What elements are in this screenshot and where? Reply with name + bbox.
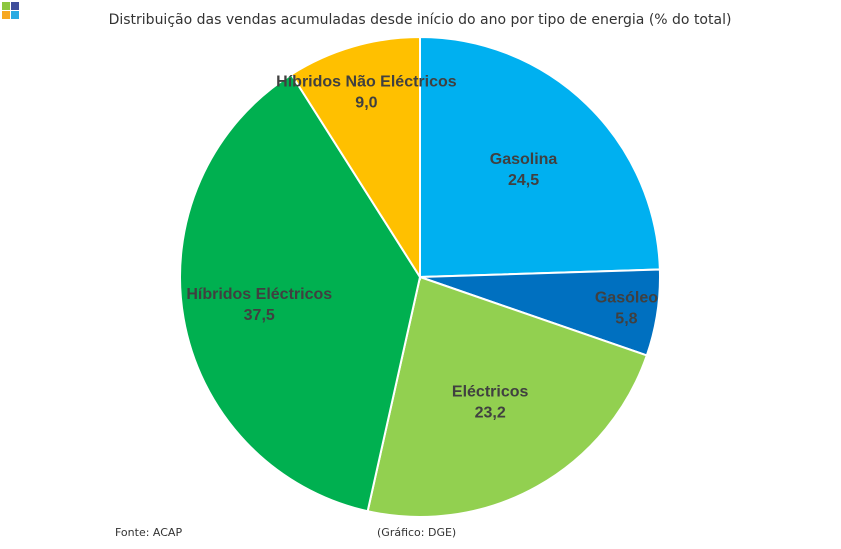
data-label: Gasolina 24,5 <box>490 151 558 189</box>
value-label: 24,5 <box>508 172 539 189</box>
data-label: Híbridos Não Eléctricos 9,0 <box>276 74 457 112</box>
value-label: 5,8 <box>615 311 637 328</box>
slice <box>419 35 661 279</box>
value-label: 37,5 <box>244 307 275 324</box>
chart-title: Distribuição das vendas acumuladas desde… <box>109 12 732 28</box>
source: Fonte: ACAP <box>115 526 182 539</box>
category-label: Híbridos Eléctricos <box>186 286 332 303</box>
data-label: Híbridos Eléctricos 37,5 <box>186 286 332 324</box>
slice <box>366 275 649 518</box>
slice <box>290 35 421 281</box>
value-label: 9,0 <box>355 95 377 112</box>
data-label: Eléctricos 23,2 <box>452 384 529 422</box>
category-label: Gasolina <box>490 151 558 168</box>
category-label: Gasóleo <box>595 290 658 307</box>
value-label: 23,2 <box>475 405 506 422</box>
category-label: Eléctricos <box>452 384 529 401</box>
credit: (Gráfico: DGE) <box>377 526 456 539</box>
category-label: Híbridos Não Eléctricos <box>276 74 457 91</box>
logo <box>2 2 19 19</box>
data-label: Gasóleo 5,8 <box>595 290 658 328</box>
pie <box>179 35 661 518</box>
labels: Gasolina 24,5 Gasóleo 5,8 Eléctricos 23,2 Híbr… <box>186 74 658 422</box>
